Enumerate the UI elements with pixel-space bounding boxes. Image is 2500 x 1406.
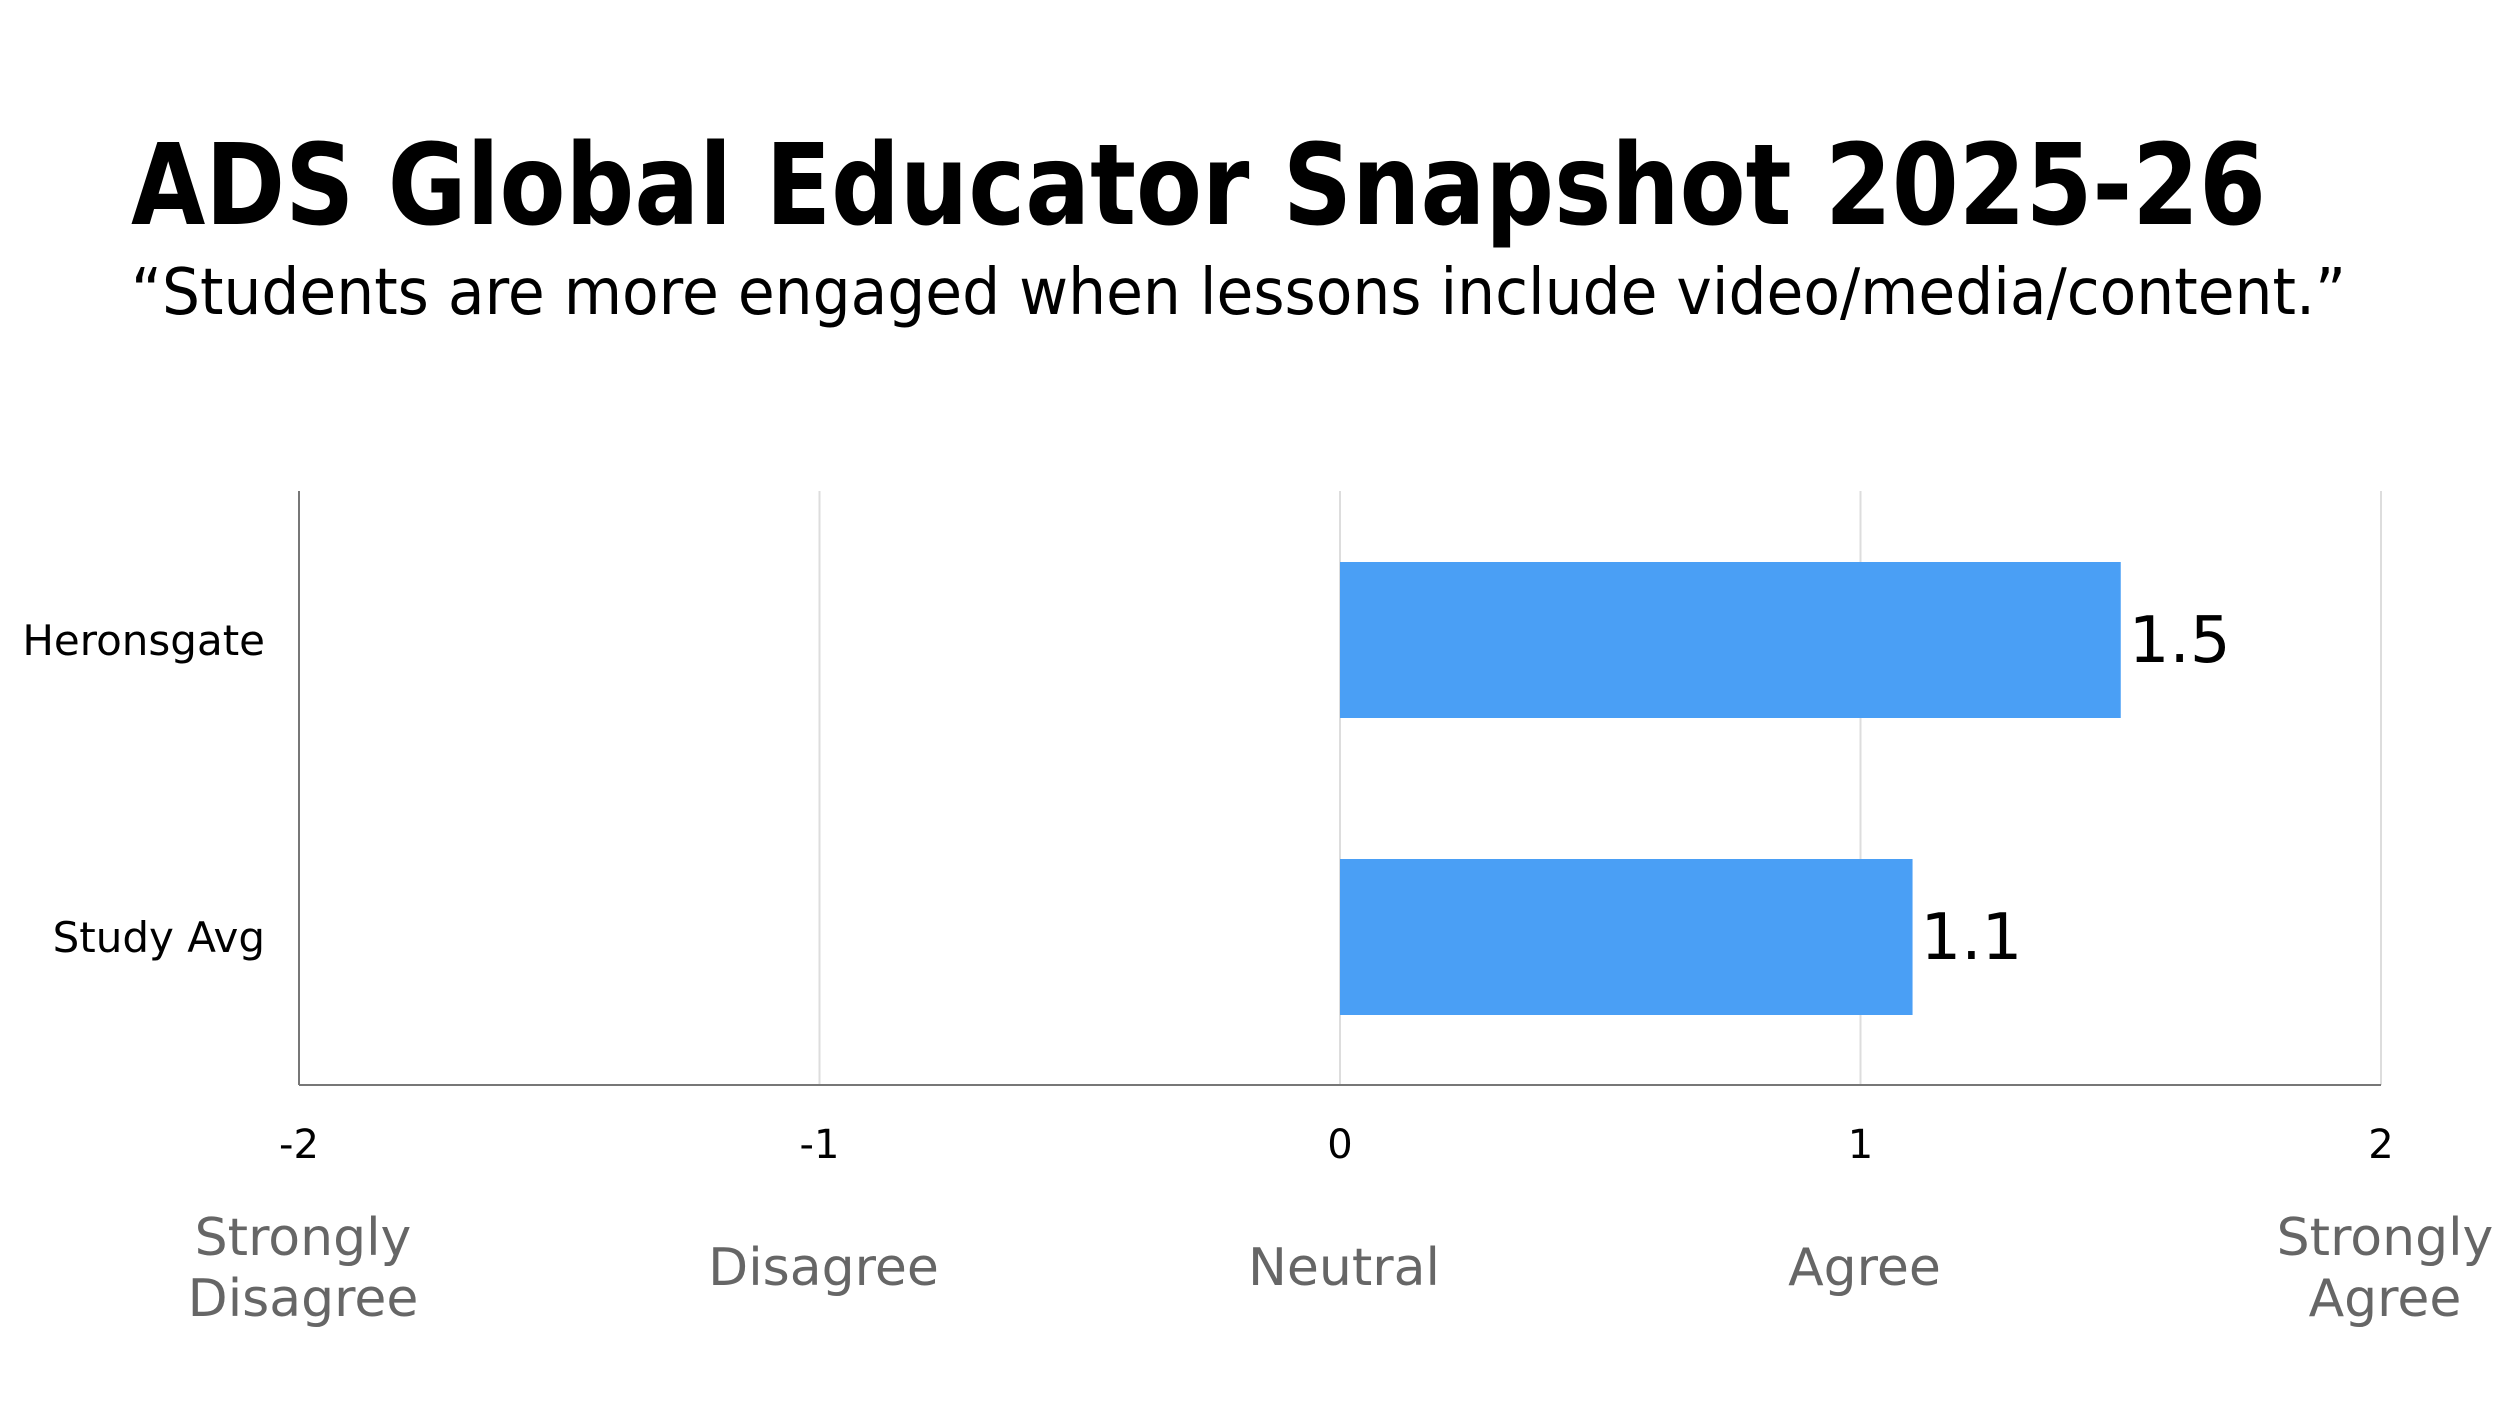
x-tick-label: -1: [800, 1122, 840, 1168]
scale-label-line: Strongly: [2277, 1208, 2494, 1268]
bar: [1340, 859, 1913, 1015]
value-label: 1.5: [2129, 604, 2231, 678]
scale-label: Strongly Disagree: [188, 1208, 419, 1329]
x-tick-label: -2: [279, 1122, 319, 1168]
x-tick-label: 0: [1327, 1122, 1352, 1168]
scale-label: Agree: [1788, 1238, 1941, 1298]
chart-subtitle: “Students are more engaged when lessons …: [131, 256, 2346, 330]
scale-label-line: Agree: [2309, 1269, 2462, 1329]
scale-label-line: Neutral: [1248, 1238, 1440, 1298]
bar: [1340, 562, 2121, 718]
scale-label: Disagree: [708, 1238, 939, 1298]
scale-label-line: Strongly: [195, 1208, 412, 1268]
x-tick-label: 1: [1848, 1122, 1873, 1168]
value-label: 1.1: [1921, 901, 2023, 975]
y-tick-label: Study Avg: [53, 913, 265, 962]
y-tick-label: Heronsgate: [22, 616, 265, 665]
scale-label-line: Disagree: [188, 1269, 419, 1329]
scale-label-line: Agree: [1788, 1238, 1941, 1298]
scale-label: Strongly Agree: [2277, 1208, 2494, 1329]
scale-label: Neutral: [1248, 1238, 1440, 1298]
scale-label-line: Disagree: [708, 1238, 939, 1298]
x-tick-label: 2: [2368, 1122, 2393, 1168]
chart-title: ADS Global Educator Snapshot 2025-26: [131, 121, 2266, 251]
